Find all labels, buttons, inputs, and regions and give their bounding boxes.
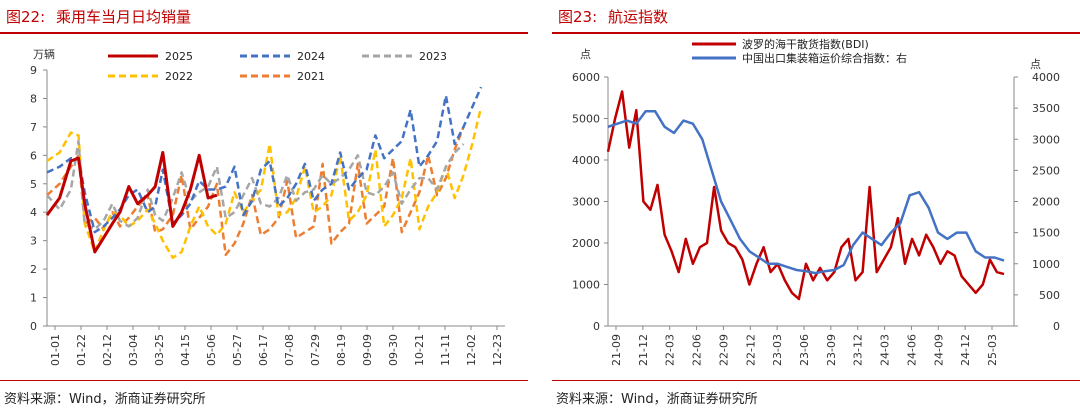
figure-23-caption: 航运指数 bbox=[607, 8, 668, 26]
figure-22-number: 图22: bbox=[6, 8, 46, 26]
figure-22: 图22: 乘用车当月日均销量 0 1 2 3 4 5 6 7 8 9 万辆 01-01 01-22 02-… bbox=[0, 0, 528, 413]
legend-label-2021: 2021 bbox=[297, 70, 325, 83]
series-line-2025 bbox=[45, 151, 218, 254]
right-y-tick-label: 0 bbox=[1053, 320, 1060, 333]
x-tick-label: 23-09 bbox=[825, 334, 838, 366]
x-tick-label: 02-12 bbox=[101, 334, 114, 366]
y-tick-label: 4 bbox=[30, 206, 37, 219]
x-tick-label: 04-15 bbox=[179, 334, 192, 366]
x-tick-label: 24-06 bbox=[905, 334, 918, 366]
shipping-index-chart: 0 1000 2000 3000 4000 5000 6000 0 500 1000 1500 200… bbox=[572, 37, 1060, 366]
y-tick-label: 2 bbox=[30, 263, 37, 276]
figure-23-source: 资料来源：Wind，浙商证券研究所 bbox=[556, 392, 758, 407]
legend-label-0: 波罗的海干散货指数(BDI) bbox=[742, 37, 869, 51]
left-y-tick-label: 1000 bbox=[572, 279, 600, 292]
x-tick-label: 21-12 bbox=[637, 334, 650, 366]
right-y-tick-label: 3000 bbox=[1032, 133, 1060, 146]
right-y-tick-label: 3500 bbox=[1032, 102, 1060, 115]
x-tick-label: 07-29 bbox=[309, 334, 322, 366]
left-y-tick-label: 3000 bbox=[572, 196, 600, 209]
x-tick-label: 07-08 bbox=[283, 334, 296, 366]
right-y-tick-label: 4000 bbox=[1032, 71, 1060, 84]
right-y-tick-label: 2000 bbox=[1032, 196, 1060, 209]
y-tick-label: 3 bbox=[30, 235, 37, 248]
left-y-tick-label: 2000 bbox=[572, 237, 600, 250]
legend-label-2022: 2022 bbox=[165, 70, 193, 83]
x-tick-label: 24-03 bbox=[879, 334, 892, 366]
legend-label-2025: 2025 bbox=[165, 50, 193, 63]
x-tick-label: 22-09 bbox=[717, 334, 730, 366]
left-y-tick-label: 0 bbox=[593, 320, 600, 333]
right-y-tick-label: 1000 bbox=[1032, 258, 1060, 271]
y-tick-label: 0 bbox=[30, 320, 37, 333]
x-tick-label: 23-03 bbox=[771, 334, 784, 366]
x-tick-label: 23-12 bbox=[852, 334, 865, 366]
x-tick-label: 24-12 bbox=[959, 334, 972, 366]
x-tick-label: 10-21 bbox=[413, 334, 426, 366]
x-tick-label: 08-19 bbox=[335, 334, 348, 366]
y-axis-unit: 万辆 bbox=[33, 47, 55, 61]
bottom-rule bbox=[552, 380, 1080, 381]
y-tick-label: 1 bbox=[30, 292, 37, 305]
top-rule bbox=[0, 32, 528, 34]
left-y-axis-unit: 点 bbox=[580, 48, 591, 61]
left-y-tick-label: 4000 bbox=[572, 154, 600, 167]
series-line-bdi bbox=[606, 90, 1005, 301]
series-line-2021 bbox=[46, 126, 465, 257]
x-tick-label: 12-23 bbox=[491, 334, 504, 366]
x-tick-label: 22-12 bbox=[744, 334, 757, 366]
x-tick-label: 01-22 bbox=[75, 334, 88, 366]
series-line-2023 bbox=[46, 139, 465, 231]
x-tick-label: 01-01 bbox=[49, 334, 62, 366]
x-tick-label: 09-09 bbox=[361, 334, 374, 366]
series-line-2022 bbox=[46, 106, 483, 259]
x-tick-label: 03-25 bbox=[153, 334, 166, 366]
right-y-tick-label: 500 bbox=[1039, 289, 1060, 302]
x-tick-label: 09-30 bbox=[387, 334, 400, 366]
figure-23-number: 图23: bbox=[558, 8, 598, 26]
x-tick-label: 05-06 bbox=[205, 334, 218, 366]
legend-label-2023: 2023 bbox=[419, 50, 447, 63]
x-tick-label: 21-09 bbox=[610, 334, 623, 366]
x-tick-label: 06-17 bbox=[257, 334, 270, 366]
figure-23-title: 图23: 航运指数 bbox=[558, 6, 674, 27]
figure-22-title: 图22: 乘用车当月日均销量 bbox=[6, 6, 197, 27]
x-tick-label: 22-03 bbox=[664, 334, 677, 366]
x-tick-label: 24-09 bbox=[932, 334, 945, 366]
y-tick-label: 9 bbox=[30, 64, 37, 77]
bottom-rule bbox=[0, 380, 528, 381]
x-tick-label: 05-27 bbox=[231, 334, 244, 366]
y-tick-label: 5 bbox=[30, 178, 37, 191]
x-tick-label: 25-03 bbox=[986, 334, 999, 366]
legend-label-1: 中国出口集装箱运价综合指数：右 bbox=[742, 51, 907, 65]
y-tick-label: 6 bbox=[30, 149, 37, 162]
x-tick-label: 12-02 bbox=[465, 334, 478, 366]
figure-22-source: 资料来源：Wind，浙商证券研究所 bbox=[4, 392, 206, 407]
x-tick-label: 23-06 bbox=[798, 334, 811, 366]
left-y-tick-label: 6000 bbox=[572, 71, 600, 84]
right-y-tick-label: 2500 bbox=[1032, 164, 1060, 177]
figure-23: 图23: 航运指数 0 1000 2000 3000 4000 5000 6000 0 500 1… bbox=[552, 0, 1080, 413]
legend-label-2024: 2024 bbox=[297, 50, 325, 63]
right-y-tick-label: 1500 bbox=[1032, 227, 1060, 240]
x-tick-label: 22-06 bbox=[691, 334, 704, 366]
series-line-ccfi bbox=[607, 109, 1005, 275]
left-y-tick-label: 5000 bbox=[572, 113, 600, 126]
y-tick-label: 7 bbox=[30, 121, 37, 134]
y-tick-label: 8 bbox=[30, 92, 37, 105]
x-tick-label: 11-11 bbox=[439, 334, 452, 366]
daily-car-sales-chart: 0 1 2 3 4 5 6 7 8 9 万辆 01-01 01-22 02-12 03-04 03-25 04-… bbox=[30, 47, 505, 366]
top-rule bbox=[552, 32, 1080, 34]
right-y-axis-unit: 点 bbox=[1030, 58, 1041, 71]
x-tick-label: 03-04 bbox=[127, 334, 140, 366]
figure-22-caption: 乘用车当月日均销量 bbox=[55, 8, 191, 26]
